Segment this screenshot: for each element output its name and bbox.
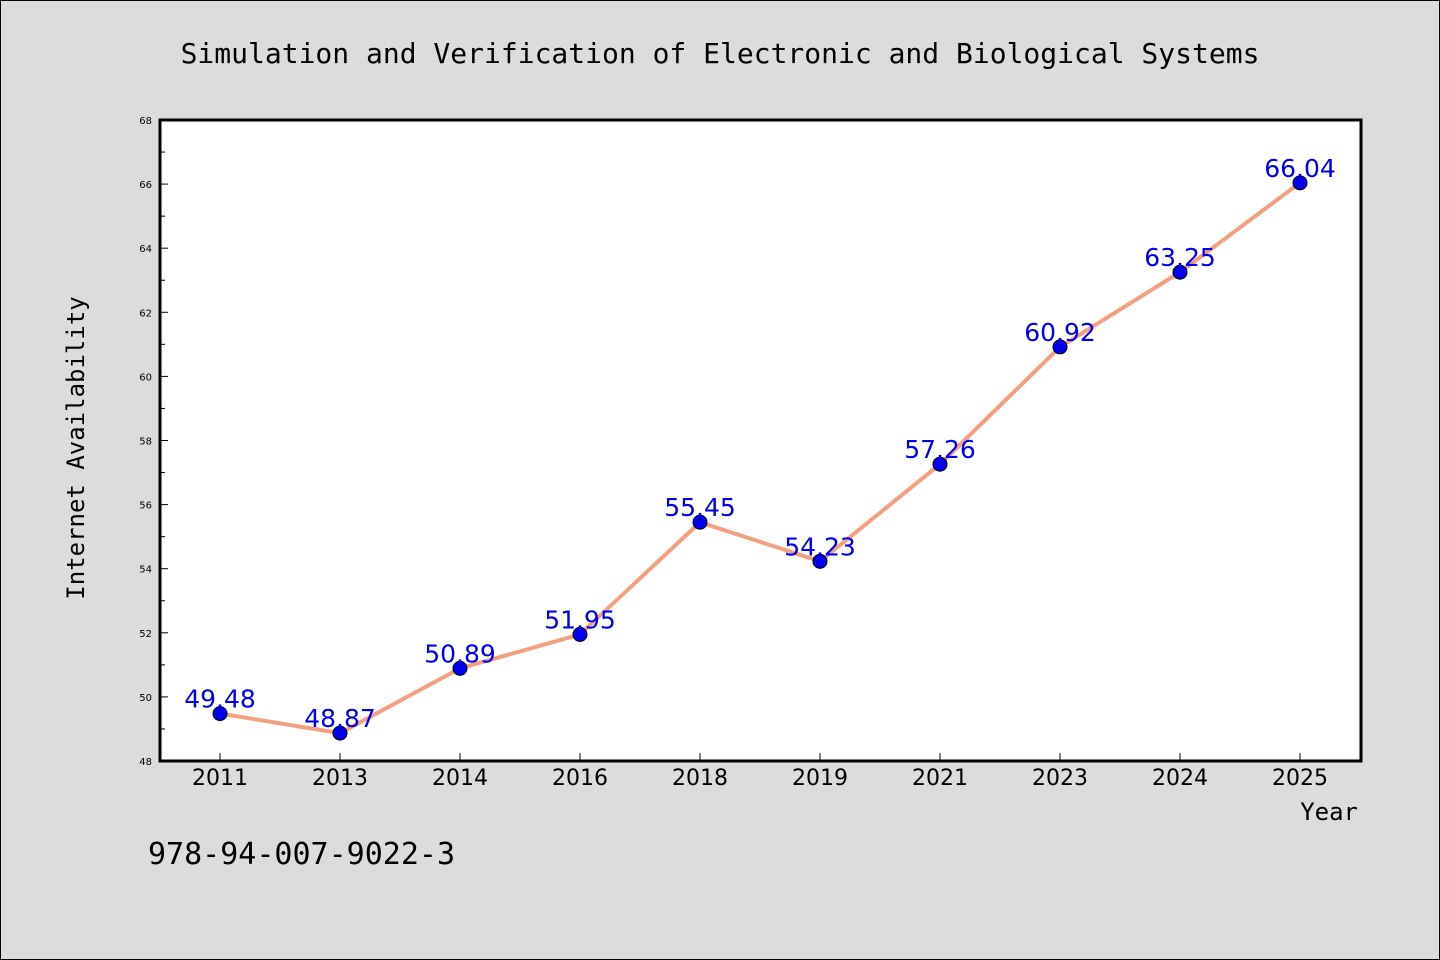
series-layer	[212, 175, 1308, 741]
data-point	[812, 553, 828, 569]
y-tick-label: 62	[139, 308, 152, 319]
data-label: 63.25	[1144, 243, 1216, 272]
data-label: 57.26	[904, 435, 976, 464]
data-point	[1052, 339, 1068, 355]
y-tick-label: 64	[139, 244, 152, 255]
footnote-isbn: 978-94-007-9022-3	[148, 837, 455, 872]
x-tick-label: 2016	[552, 766, 608, 791]
x-axis: 2011 2013 2014 2016 2018 2019 2021 2023 2024 2025	[192, 753, 1328, 791]
x-tick-label: 2021	[912, 766, 968, 791]
data-labels: 49.48 48.87 50.89 51.95 55.45 54.23 57.26 60.92…	[184, 154, 1336, 733]
data-label: 48.87	[304, 704, 376, 733]
data-label: 60.92	[1024, 318, 1096, 347]
y-axis-title: Internet Availability	[62, 296, 90, 599]
x-tick-label: 2019	[792, 766, 848, 791]
y-tick-label: 66	[139, 180, 152, 191]
y-axis: 48 50 52 54 56 58 60 62 64 66 68	[139, 116, 168, 768]
x-tick-label: 2013	[312, 766, 368, 791]
x-tick-label: 2023	[1032, 766, 1088, 791]
y-tick-label: 50	[139, 693, 152, 704]
data-point	[332, 725, 348, 741]
data-point	[1292, 175, 1308, 191]
data-label: 55.45	[664, 493, 736, 522]
data-point	[212, 706, 228, 722]
x-tick-label: 2014	[432, 766, 488, 791]
y-tick-label: 68	[139, 116, 152, 127]
data-label: 66.04	[1264, 154, 1336, 183]
x-tick-label: 2018	[672, 766, 728, 791]
plot-area	[158, 118, 1363, 763]
y-tick-label: 58	[139, 437, 152, 448]
data-label: 54.23	[784, 532, 856, 561]
y-tick-label: 48	[139, 757, 152, 768]
x-axis-title: Year	[1300, 798, 1358, 826]
y-tick-label: 56	[139, 501, 152, 512]
data-label: 51.95	[544, 605, 616, 634]
series-line	[219, 181, 1302, 736]
x-tick-label: 2024	[1152, 766, 1208, 791]
chart-title: Simulation and Verification of Electroni…	[181, 37, 1260, 70]
y-tick-label: 54	[139, 565, 152, 576]
data-point	[932, 456, 948, 472]
x-tick-label: 2011	[192, 766, 248, 791]
x-tick-label: 2025	[1272, 766, 1328, 791]
data-label: 49.48	[184, 685, 256, 714]
y-tick-label: 60	[139, 372, 152, 383]
data-point	[572, 626, 588, 642]
y-tick-label: 52	[139, 629, 152, 640]
data-point	[1172, 264, 1188, 280]
data-point	[692, 514, 708, 530]
data-point	[452, 660, 468, 676]
data-label: 50.89	[424, 639, 496, 668]
